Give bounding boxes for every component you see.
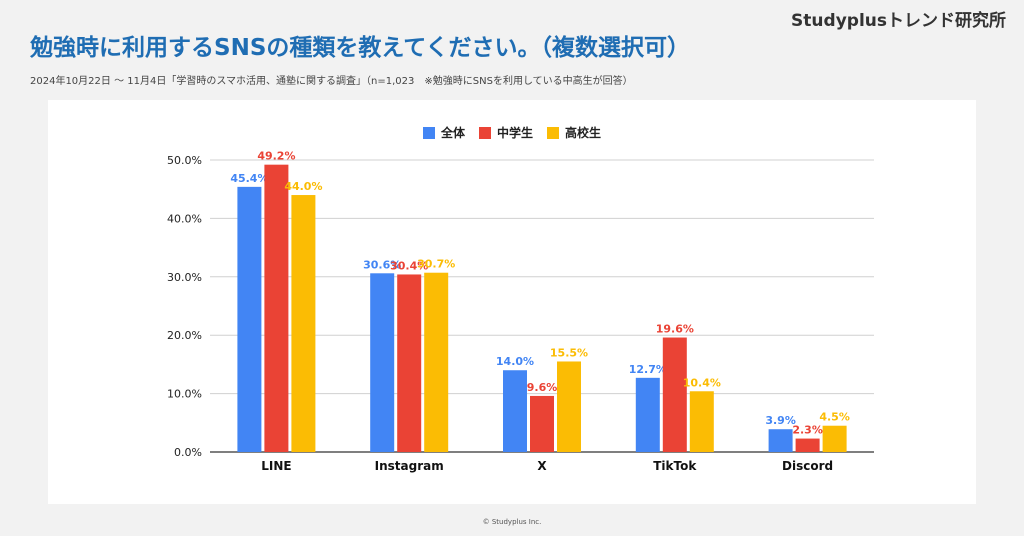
chart-legend: 全体 中学生 高校生 [48, 124, 976, 141]
y-tick-label: 50.0% [167, 154, 202, 167]
x-category-label: LINE [261, 459, 291, 473]
y-tick-label: 40.0% [167, 212, 202, 225]
legend-label-all: 全体 [440, 126, 465, 140]
data-label: 10.4% [683, 376, 721, 389]
bar [662, 337, 687, 452]
bar [424, 272, 449, 452]
legend-item-senior: 高校生 [547, 124, 601, 141]
bar [291, 195, 316, 452]
legend-swatch-senior [547, 126, 559, 139]
x-category-label: TikTok [653, 459, 697, 473]
data-label: 45.4% [230, 172, 268, 185]
bar [689, 391, 714, 452]
legend-label-junior: 中学生 [496, 126, 533, 140]
data-label: 30.7% [417, 258, 455, 271]
bar [635, 377, 660, 452]
data-label: 14.0% [496, 355, 534, 368]
bar [822, 425, 847, 452]
y-tick-label: 30.0% [167, 271, 202, 284]
copyright: © Studyplus Inc. [482, 518, 542, 526]
legend-swatch-junior [478, 126, 491, 139]
data-label: 19.6% [656, 323, 694, 336]
legend-item-all: 全体 [422, 124, 465, 141]
x-category-label: X [537, 459, 547, 473]
data-label: 4.5% [819, 411, 850, 424]
data-label: 9.6% [527, 381, 558, 394]
survey-note: 2024年10月22日 〜 11月4日「学習時のスマホ活用、通塾に関する調査」（… [30, 76, 633, 87]
data-label: 49.2% [257, 150, 295, 163]
data-label: 3.9% [765, 414, 796, 427]
bar [530, 395, 554, 452]
chart-panel: 全体 中学生 高校生 0.0% 10.0% 20.0% 30.0% 40.0% 50.0%… [48, 100, 976, 504]
brand-logo: Studyplusトレンド研究所 [791, 11, 1006, 31]
bar [503, 370, 527, 452]
bar [264, 164, 289, 452]
data-label: 2.3% [792, 424, 823, 437]
data-label: 12.7% [629, 363, 667, 376]
bar [795, 438, 820, 452]
y-tick-label: 20.0% [167, 329, 202, 342]
bar-chart: 0.0% 10.0% 20.0% 30.0% 40.0% 50.0% 45.4% 49.2% 4… [167, 150, 874, 473]
page-title: 勉強時に利用するSNSの種類を教えてください。（複数選択可） [30, 35, 691, 61]
x-category-label: Discord [782, 459, 833, 473]
y-tick-label: 10.0% [167, 388, 202, 401]
data-label: 30.4% [390, 259, 428, 272]
bar [237, 186, 262, 452]
bar [397, 274, 422, 452]
bar [370, 273, 395, 452]
legend-label-senior: 高校生 [565, 126, 602, 140]
data-label: 44.0% [284, 180, 322, 193]
bar [768, 429, 793, 452]
bar [557, 361, 581, 452]
data-label: 15.5% [550, 346, 588, 359]
y-tick-label: 0.0% [174, 446, 202, 459]
data-label: 30.6% [363, 258, 401, 271]
legend-swatch-all [422, 126, 435, 139]
x-category-label: Instagram [375, 459, 444, 473]
legend-item-junior: 中学生 [478, 124, 533, 141]
